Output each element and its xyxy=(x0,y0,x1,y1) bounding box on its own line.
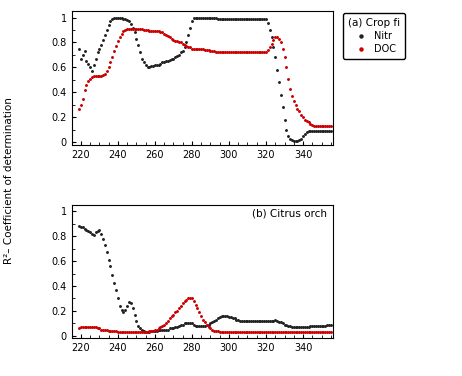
DOC xyxy=(328,124,334,128)
Nitr xyxy=(291,139,297,143)
Nitr xyxy=(111,15,117,20)
Nitr xyxy=(113,15,119,20)
Nitr xyxy=(189,19,195,24)
Nitr xyxy=(165,59,170,64)
Nitr xyxy=(76,47,82,51)
Line: Nitr: Nitr xyxy=(78,16,332,143)
DOC xyxy=(76,106,82,111)
Nitr xyxy=(273,55,278,60)
DOC xyxy=(165,34,170,38)
DOC xyxy=(170,38,176,42)
DOC xyxy=(124,26,130,31)
DOC xyxy=(234,50,239,55)
Text: (b) Citrus orch: (b) Citrus orch xyxy=(252,209,328,219)
DOC xyxy=(189,47,195,51)
DOC xyxy=(311,124,317,128)
DOC xyxy=(273,35,278,40)
Text: R²– Coefficient of determination: R²– Coefficient of determination xyxy=(4,97,14,264)
DOC xyxy=(111,49,117,53)
Nitr xyxy=(170,56,176,61)
Nitr xyxy=(234,17,239,21)
Line: DOC: DOC xyxy=(78,27,332,127)
Nitr xyxy=(328,129,334,133)
Legend: Nitr, DOC: Nitr, DOC xyxy=(343,14,405,59)
